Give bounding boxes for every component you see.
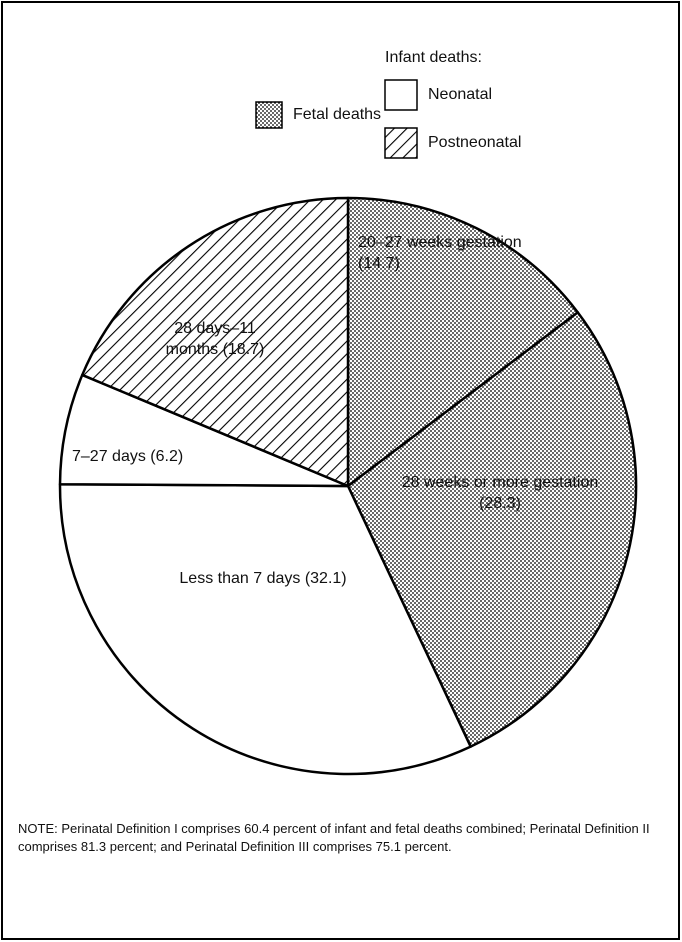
slice-label: 28 weeks or more gestation (28.3)	[400, 472, 600, 514]
legend-title: Infant deaths:	[385, 49, 482, 66]
legend-label: Postneonatal	[428, 134, 521, 151]
slice-label: Less than 7 days (32.1)	[128, 568, 398, 589]
slice-value-label: (18.7)	[222, 341, 265, 358]
legend-label: Neonatal	[428, 86, 492, 103]
legend-swatch	[255, 101, 283, 129]
slice-category: 28 weeks or more gestation	[401, 474, 599, 491]
slice-label: 7–27 days (6.2)	[72, 446, 272, 467]
pie-slice	[81, 196, 350, 488]
pie-slice	[58, 482, 472, 776]
legend-swatch	[384, 127, 418, 159]
legend-swatch	[384, 79, 418, 111]
slice-label: 28 days–11 months (18.7)	[150, 318, 280, 360]
slice-category: 20–27 weeks gestation	[358, 234, 522, 251]
slice-category: Less than 7 days	[179, 570, 301, 587]
slice-category: 7–27 days	[72, 448, 146, 465]
legend-label: Fetal deaths	[293, 106, 381, 123]
slice-value-label: (32.1)	[304, 570, 347, 587]
slice-value-label: (14.7)	[358, 255, 400, 272]
pie-slice	[346, 196, 580, 488]
slice-value-label: (6.2)	[150, 448, 184, 465]
slice-label: 20–27 weeks gestation (14.7)	[358, 232, 528, 274]
slice-value-label: (28.3)	[479, 495, 521, 512]
note: NOTE: Perinatal Definition I comprises 6…	[18, 821, 650, 854]
slice-category: 28 days–11 months	[165, 320, 256, 358]
